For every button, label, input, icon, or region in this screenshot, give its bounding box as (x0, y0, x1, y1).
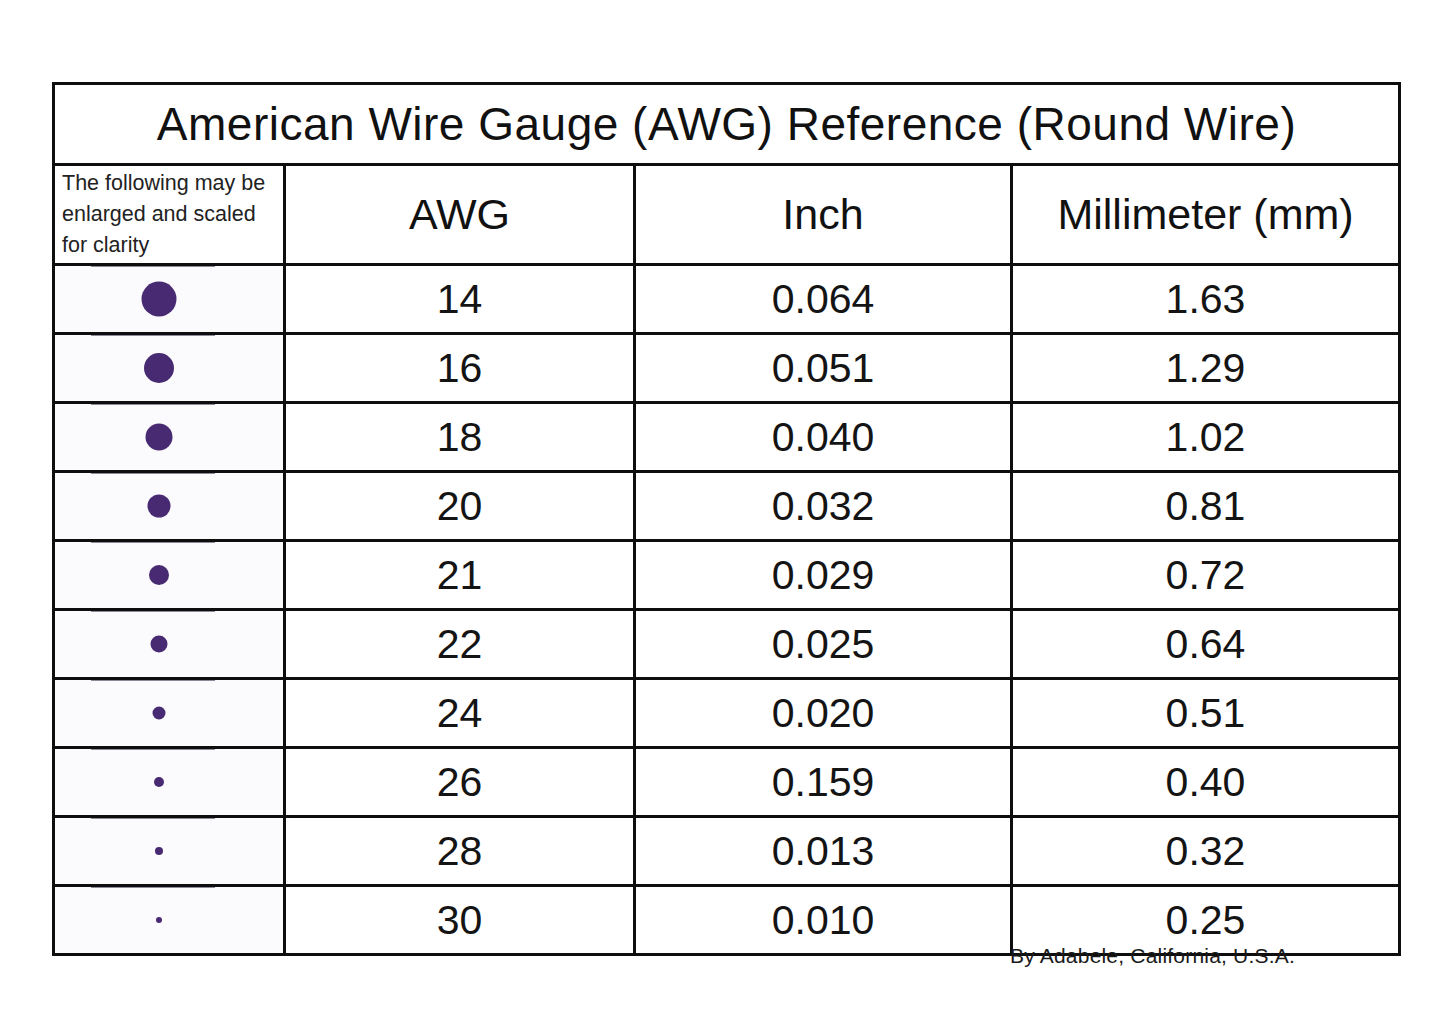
mm-value: 0.72 (1012, 541, 1400, 610)
wire-gauge-dot (156, 917, 162, 923)
table-row: 14 0.064 1.63 (54, 265, 1400, 334)
attribution-text: By Adabele, California, U.S.A. (1010, 944, 1295, 968)
wire-size-dot-cell (54, 541, 285, 610)
wire-gauge-dot (142, 282, 177, 317)
scan-artifact-line (91, 541, 215, 544)
wire-size-dot-cell (54, 472, 285, 541)
scale-note: The following may be enlarged and scaled… (54, 165, 285, 265)
inch-value: 0.025 (635, 610, 1012, 679)
scan-artifact-line (91, 817, 215, 820)
awg-value: 24 (285, 679, 635, 748)
table-row: 20 0.032 0.81 (54, 472, 1400, 541)
scan-artifact-line (91, 679, 215, 682)
awg-value: 26 (285, 748, 635, 817)
awg-value: 30 (285, 886, 635, 955)
wire-gauge-dot (154, 777, 164, 787)
wire-gauge-dot (149, 565, 169, 585)
table-row: 16 0.051 1.29 (54, 334, 1400, 403)
wire-size-dot-cell (54, 817, 285, 886)
table-row: 22 0.025 0.64 (54, 610, 1400, 679)
scan-artifact-line (91, 334, 215, 337)
title-row: American Wire Gauge (AWG) Reference (Rou… (54, 84, 1400, 165)
mm-value: 0.81 (1012, 472, 1400, 541)
column-header-awg: AWG (285, 165, 635, 265)
wire-gauge-dot (146, 424, 173, 451)
awg-value: 21 (285, 541, 635, 610)
awg-reference-sheet: American Wire Gauge (AWG) Reference (Rou… (52, 82, 1401, 956)
wire-gauge-dot (148, 495, 171, 518)
wire-size-dot-cell (54, 886, 285, 955)
column-header-inch: Inch (635, 165, 1012, 265)
scan-artifact-line (91, 748, 215, 751)
inch-value: 0.064 (635, 265, 1012, 334)
scan-artifact-line (91, 610, 215, 613)
page: { "chart_data": { "type": "table", "titl… (0, 0, 1445, 1017)
column-header-mm: Millimeter (mm) (1012, 165, 1400, 265)
awg-value: 16 (285, 334, 635, 403)
wire-size-dot-cell (54, 403, 285, 472)
inch-value: 0.051 (635, 334, 1012, 403)
header-row: The following may be enlarged and scaled… (54, 165, 1400, 265)
inch-value: 0.159 (635, 748, 1012, 817)
inch-value: 0.013 (635, 817, 1012, 886)
table-row: 26 0.159 0.40 (54, 748, 1400, 817)
wire-size-dot-cell (54, 748, 285, 817)
mm-value: 1.29 (1012, 334, 1400, 403)
wire-size-dot-cell (54, 265, 285, 334)
wire-size-dot-cell (54, 334, 285, 403)
wire-gauge-dot (151, 636, 168, 653)
awg-value: 18 (285, 403, 635, 472)
table-row: 24 0.020 0.51 (54, 679, 1400, 748)
inch-value: 0.040 (635, 403, 1012, 472)
awg-value: 20 (285, 472, 635, 541)
awg-value: 28 (285, 817, 635, 886)
scan-artifact-line (91, 472, 215, 475)
scan-artifact-line (91, 886, 215, 889)
mm-value: 1.02 (1012, 403, 1400, 472)
table-row: 21 0.029 0.72 (54, 541, 1400, 610)
table-title: American Wire Gauge (AWG) Reference (Rou… (54, 84, 1400, 165)
inch-value: 0.010 (635, 886, 1012, 955)
awg-reference-table: American Wire Gauge (AWG) Reference (Rou… (52, 82, 1401, 956)
mm-value: 0.64 (1012, 610, 1400, 679)
scan-artifact-line (91, 265, 215, 268)
mm-value: 0.40 (1012, 748, 1400, 817)
awg-value: 14 (285, 265, 635, 334)
wire-gauge-dot (153, 707, 166, 720)
wire-gauge-dot (155, 847, 163, 855)
inch-value: 0.020 (635, 679, 1012, 748)
scan-artifact-line (91, 403, 215, 406)
mm-value: 0.51 (1012, 679, 1400, 748)
awg-value: 22 (285, 610, 635, 679)
table-row: 28 0.013 0.32 (54, 817, 1400, 886)
table-row: 18 0.040 1.02 (54, 403, 1400, 472)
wire-size-dot-cell (54, 679, 285, 748)
inch-value: 0.032 (635, 472, 1012, 541)
wire-gauge-dot (144, 353, 174, 383)
wire-size-dot-cell (54, 610, 285, 679)
mm-value: 0.32 (1012, 817, 1400, 886)
inch-value: 0.029 (635, 541, 1012, 610)
mm-value: 1.63 (1012, 265, 1400, 334)
